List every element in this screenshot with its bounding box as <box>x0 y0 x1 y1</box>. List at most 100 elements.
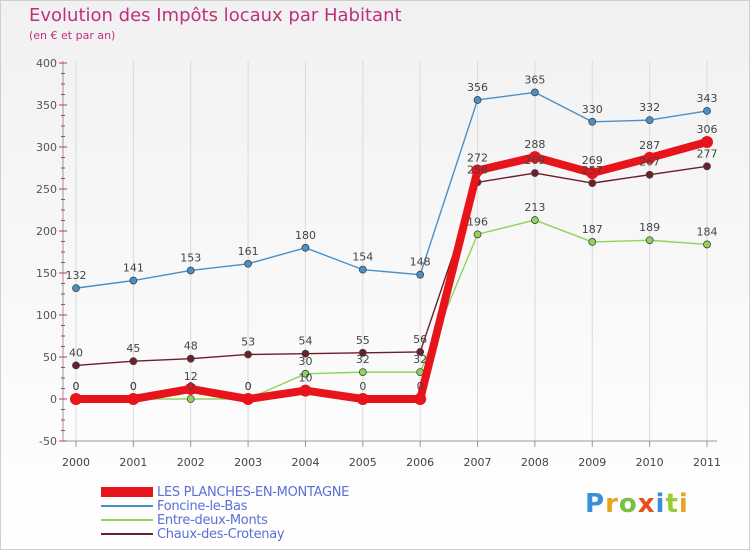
legend-swatch <box>101 505 153 507</box>
data-point <box>531 217 538 224</box>
brand-letter: o <box>619 489 638 519</box>
data-point <box>359 266 366 273</box>
x-tick-label: 2000 <box>62 456 90 469</box>
y-tick-label: 150 <box>36 267 57 280</box>
data-label: 269 <box>524 154 545 167</box>
data-point <box>130 358 137 365</box>
x-tick-label: 2001 <box>119 456 147 469</box>
data-point <box>646 237 653 244</box>
data-point <box>417 271 424 278</box>
series-line <box>76 220 707 399</box>
data-label: 54 <box>298 335 312 348</box>
data-label: 343 <box>697 92 718 105</box>
data-point <box>474 96 481 103</box>
x-tick-label: 2002 <box>177 456 205 469</box>
series-line <box>76 92 707 288</box>
data-label: 148 <box>410 256 431 269</box>
data-point <box>414 393 426 405</box>
brand-letter: x <box>638 489 656 519</box>
y-tick-label: 400 <box>36 57 57 70</box>
data-point <box>589 180 596 187</box>
data-point <box>299 385 311 397</box>
data-label: 30 <box>298 355 312 368</box>
y-tick-label: 0 <box>50 393 57 406</box>
data-label: 55 <box>356 334 370 347</box>
legend-label: Entre-deux-Monts <box>157 513 268 528</box>
x-tick-label: 2006 <box>406 456 434 469</box>
series-group <box>70 89 713 405</box>
legend-item: LES PLANCHES-EN-MONTAGNE <box>101 485 349 499</box>
data-label: 356 <box>467 81 488 94</box>
data-label: 0 <box>417 380 424 393</box>
data-label: 12 <box>184 370 198 383</box>
data-label: 132 <box>66 269 87 282</box>
data-label: 53 <box>241 335 255 348</box>
y-tick-label: 350 <box>36 99 57 112</box>
data-label: 161 <box>238 245 259 258</box>
y-tick-label: 100 <box>36 309 57 322</box>
data-point <box>589 238 596 245</box>
data-label: 32 <box>356 353 370 366</box>
data-label: 332 <box>639 101 660 114</box>
data-label: 45 <box>126 342 140 355</box>
data-label: 277 <box>697 147 718 160</box>
series-line <box>76 166 707 365</box>
data-label: 330 <box>582 103 603 116</box>
data-label: 213 <box>524 201 545 214</box>
data-label: 267 <box>639 156 660 169</box>
data-label: 306 <box>697 123 718 136</box>
data-label: 258 <box>467 163 488 176</box>
legend-item: Chaux-des-Crotenay <box>101 527 349 541</box>
data-point <box>646 171 653 178</box>
y-tick-label: 300 <box>36 141 57 154</box>
legend-label: LES PLANCHES-EN-MONTAGNE <box>157 485 349 500</box>
data-point <box>704 163 711 170</box>
brand-letter: i <box>656 489 666 519</box>
data-point <box>531 89 538 96</box>
legend-label: Chaux-des-Crotenay <box>157 527 284 542</box>
data-label: 10 <box>298 372 312 385</box>
data-label: 184 <box>697 225 718 238</box>
x-tick-label: 2007 <box>464 456 492 469</box>
data-label: 141 <box>123 262 144 275</box>
data-label: 0 <box>359 380 366 393</box>
data-point <box>704 107 711 114</box>
y-tick-label: 250 <box>36 183 57 196</box>
data-point <box>242 393 254 405</box>
data-label: 56 <box>413 333 427 346</box>
x-tick-label: 2008 <box>521 456 549 469</box>
data-point <box>701 136 713 148</box>
legend-label: Foncine-le-Bas <box>157 499 247 514</box>
brand-letter: P <box>585 489 605 519</box>
data-point <box>127 393 139 405</box>
data-point <box>531 170 538 177</box>
y-tick-label: 50 <box>43 351 57 364</box>
brand-letter: t <box>665 489 678 519</box>
data-label: 32 <box>413 353 427 366</box>
brand-logo: Proxiti <box>585 489 689 519</box>
data-point <box>589 118 596 125</box>
y-tick-label: -50 <box>39 435 57 448</box>
data-point <box>130 277 137 284</box>
data-point <box>474 231 481 238</box>
legend-item: Foncine-le-Bas <box>101 499 349 513</box>
data-point <box>359 369 366 376</box>
line-chart: -500501001502002503003504002000 2001 2002 2… <box>1 1 749 549</box>
data-point <box>73 285 80 292</box>
chart-frame: Evolution des Impôts locaux par Habitant… <box>0 0 750 550</box>
y-tick-label: 200 <box>36 225 57 238</box>
x-tick-label: 2003 <box>234 456 262 469</box>
data-point <box>704 241 711 248</box>
x-tick-label: 2005 <box>349 456 377 469</box>
data-label: 153 <box>180 251 201 264</box>
data-point <box>187 355 194 362</box>
data-label: 180 <box>295 229 316 242</box>
data-label: 272 <box>467 152 488 165</box>
data-label: 48 <box>184 340 198 353</box>
data-label: 0 <box>73 380 80 393</box>
data-label: 365 <box>524 73 545 86</box>
x-tick-label: 2010 <box>636 456 664 469</box>
brand-letter: i <box>679 489 689 519</box>
data-label: 0 <box>130 380 137 393</box>
data-label: 287 <box>639 139 660 152</box>
